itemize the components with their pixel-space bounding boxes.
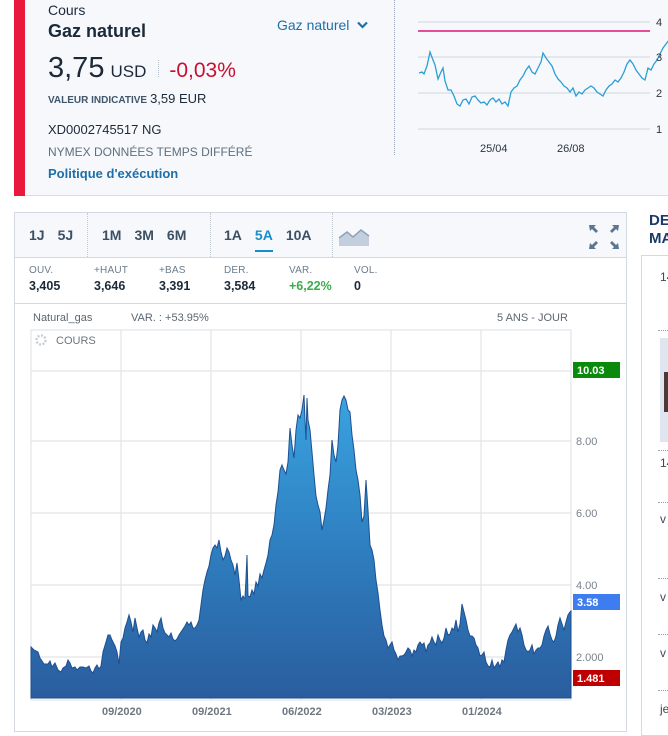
stat-variation: VAR. +6,22%	[289, 265, 332, 293]
quote-stats: OUV. 3,405 +HAUT 3,646 +BAS 3,391 DER. 3,584…	[15, 258, 626, 304]
news-item[interactable]: 14	[660, 456, 668, 470]
execution-policy-link[interactable]: Politique d'exécution	[48, 166, 179, 181]
period-3m[interactable]: 3M	[134, 227, 154, 243]
period-group-years: 1A 5A 10A	[224, 213, 325, 257]
currency: USD	[110, 62, 147, 81]
indicative-amount: 3,59 EUR	[150, 91, 207, 106]
news-item[interactable]: v	[660, 590, 666, 604]
last-price: 3,75	[48, 52, 105, 84]
period-10a[interactable]: 10A	[285, 227, 312, 243]
period-toolbar: 1J 5J 1M 3M 6M 1A 5A 10A	[15, 213, 626, 258]
y-tick: 1	[656, 124, 662, 136]
y-tick: 4	[656, 17, 662, 29]
divider	[658, 578, 668, 579]
period-group-months: 1M 3M 6M	[102, 213, 199, 257]
indicative-value: VALEUR INDICATIVE 3,59 EUR	[48, 91, 206, 106]
period-1a[interactable]: 1A	[224, 227, 242, 243]
instrument-selector[interactable]: Gaz naturel	[277, 17, 369, 33]
x-tick: 25/04	[480, 143, 508, 155]
divider	[658, 330, 668, 331]
chart-symbol: Natural_gas	[33, 312, 93, 324]
divider	[658, 450, 668, 451]
instrument-selector-label: Gaz naturel	[277, 17, 350, 33]
divider	[394, 0, 395, 155]
change-percent: -0,03%	[169, 59, 236, 82]
chart-variation: VAR. : +53.95%	[131, 312, 209, 324]
divider	[210, 213, 211, 257]
price-row: 3,75 USD -0,03%	[48, 52, 236, 85]
side-news-list	[641, 255, 668, 736]
period-1m[interactable]: 1M	[102, 227, 122, 243]
chevron-down-icon	[357, 21, 369, 29]
y-tick: 2	[656, 88, 662, 100]
chart-range: 5 ANS - JOUR	[497, 312, 568, 324]
indicative-label: VALEUR INDICATIVE	[48, 95, 148, 106]
divider	[332, 213, 333, 257]
stat-high: +HAUT 3,646	[94, 265, 129, 293]
isin-code: XD0002745517 NG	[48, 122, 162, 137]
data-feed: NYMEX DONNÉES TEMPS DIFFÉRÉ	[48, 145, 253, 159]
news-item[interactable]: v	[660, 512, 666, 526]
stat-last: DER. 3,584	[224, 265, 256, 293]
period-group-days: 1J 5J	[29, 213, 86, 257]
side-panel-title: DE MA	[649, 212, 668, 247]
divider	[658, 690, 668, 691]
stat-low: +BAS 3,391	[159, 265, 191, 293]
chart-type-area-icon[interactable]	[338, 226, 370, 246]
divider	[658, 634, 668, 635]
y-tick: 3	[656, 52, 662, 64]
x-tick: 26/08	[557, 143, 585, 155]
stat-volume: VOL. 0	[354, 265, 378, 293]
news-item[interactable]: je	[660, 702, 668, 716]
stat-open: OUV. 3,405	[29, 265, 61, 293]
instrument-header: Cours Gaz naturel Gaz naturel 3,75 USD -…	[14, 0, 668, 196]
chart-panel: 1J 5J 1M 3M 6M 1A 5A 10A	[14, 212, 627, 732]
instrument-name: Gaz naturel	[48, 21, 147, 41]
period-6m[interactable]: 6M	[166, 227, 187, 243]
section-label: Cours	[48, 2, 86, 18]
divider	[658, 502, 668, 503]
period-1j[interactable]: 1J	[29, 227, 45, 243]
news-item[interactable]: v	[660, 646, 666, 660]
news-item[interactable]: 14	[660, 270, 668, 284]
mini-price-chart: 4 3 2 1 25/04 26/08	[418, 17, 668, 155]
divider	[158, 60, 160, 77]
accent-bar	[14, 0, 25, 196]
period-5j[interactable]: 5J	[57, 227, 74, 243]
period-5a[interactable]: 5A	[254, 223, 273, 252]
divider	[87, 213, 88, 257]
fullscreen-icon[interactable]	[587, 223, 621, 251]
news-thumbnail[interactable]	[660, 338, 668, 442]
